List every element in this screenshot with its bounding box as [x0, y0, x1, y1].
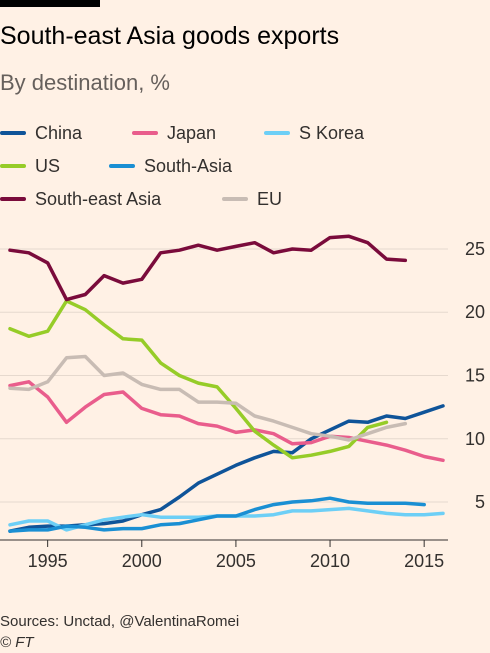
line-chart: 5 10 15 20 25 1995 2000 2005 2010 2015: [0, 234, 485, 571]
series-line-south-east-asia: [8, 234, 408, 302]
x-tick-label: 2010: [310, 551, 350, 571]
ft-header-bar: [0, 0, 100, 7]
x-tick-label: 2000: [122, 551, 162, 571]
legend-label-us: US: [35, 155, 61, 176]
y-tick-label: 25: [465, 239, 485, 259]
chart-subtitle: By destination, %: [0, 70, 170, 95]
series-line-south-asia: [8, 496, 426, 533]
series-line-us: [8, 299, 389, 460]
y-tick-label: 15: [465, 366, 485, 386]
legend-item-us: US: [0, 153, 60, 179]
x-tick-label: 2015: [404, 551, 444, 571]
legend-swatch-us: [0, 164, 26, 168]
legend-label-japan: Japan: [167, 122, 217, 143]
y-tick-label: 20: [465, 302, 485, 322]
legend-swatch-japan: [132, 131, 158, 135]
source-note: Sources: Unctad, @ValentinaRomei: [0, 613, 240, 630]
legend-swatch-china: [0, 131, 26, 135]
legend-label-south-east-asia: South-east Asia: [35, 188, 162, 209]
legend-item-south-east-asia: South-east Asia: [0, 186, 161, 212]
x-tick-label: 2005: [216, 551, 256, 571]
legend-label-south-asia: South-Asia: [144, 155, 233, 176]
legend-item-s-korea: S Korea: [264, 120, 364, 146]
legend-item-china: China: [0, 120, 82, 146]
y-tick-label: 5: [475, 492, 485, 512]
legend-swatch-south-east-asia: [0, 197, 26, 201]
x-tick-label: 1995: [28, 551, 68, 571]
legend-label-china: China: [35, 122, 83, 143]
legend-label-eu: EU: [257, 188, 283, 209]
legend-item-eu: EU: [222, 186, 282, 212]
y-tick-label: 10: [465, 429, 485, 449]
series-line-eu: [8, 354, 408, 442]
legend-item-japan: Japan: [132, 120, 216, 146]
legend-swatch-eu: [222, 197, 248, 201]
legend-swatch-s-korea: [264, 131, 290, 135]
copyright-note: © FT: [0, 634, 34, 651]
chart-title: South-east Asia goods exports: [0, 22, 340, 50]
legend-swatch-south-asia: [109, 164, 135, 168]
legend-label-s-korea: S Korea: [299, 122, 365, 143]
series-line-japan: [8, 380, 445, 463]
legend-item-south-asia: South-Asia: [109, 153, 232, 179]
legend: China Japan S Korea US South-Asia South-…: [0, 118, 490, 218]
